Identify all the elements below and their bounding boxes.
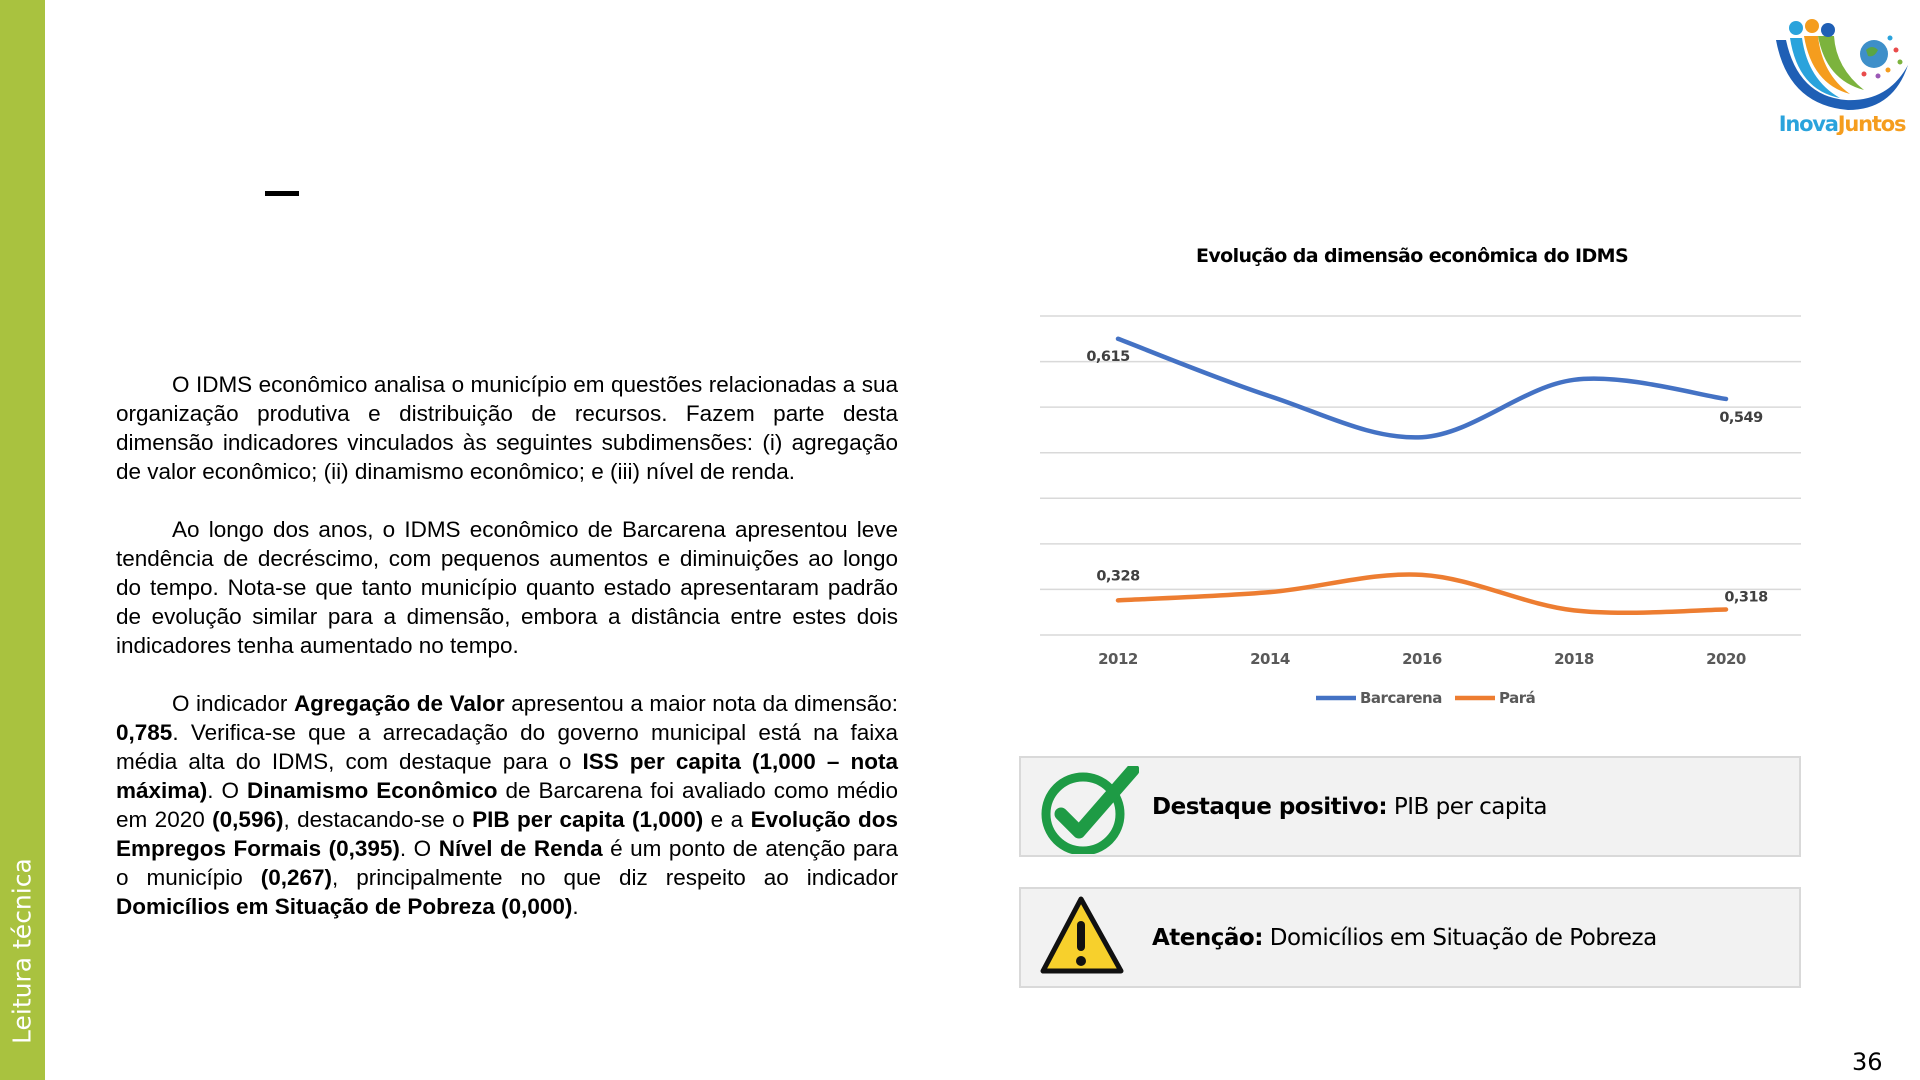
- warning-icon: [1040, 896, 1124, 974]
- data-label: 0,328: [1096, 568, 1140, 584]
- legend-label: Pará: [1499, 689, 1535, 707]
- gridlines: [1040, 315, 1801, 636]
- data-label: 0,615: [1086, 349, 1130, 365]
- body-text: O IDMS econômico analisa o município em …: [116, 370, 898, 950]
- x-tick-label: 2016: [1402, 650, 1442, 668]
- x-axis-ticks: 2012 2014 2016 2018 2020: [1098, 650, 1746, 668]
- data-label: 0,549: [1719, 410, 1763, 426]
- bold-text-run: PIB per capita (1,000): [472, 807, 704, 832]
- check-circle-icon: [1041, 766, 1139, 854]
- text-run: . Verifica-se que a arrecadação do gover…: [116, 720, 898, 774]
- text-run: Ao longo dos anos, o IDMS econômico de B…: [116, 517, 898, 658]
- bold-text-run: ISS per capita (1,000 – nota máxima): [116, 749, 898, 803]
- bold-text-run: 0,785: [116, 720, 173, 745]
- attention-highlight-text: Atenção: Domicílios em Situação de Pobre…: [1152, 889, 1657, 986]
- inovajuntos-logo: InovaJuntos: [1776, 19, 1908, 135]
- attention-label: Atenção:: [1152, 924, 1263, 951]
- bold-text-run: Domicílios em Situação de Pobreza (0,000…: [116, 894, 573, 919]
- series-lines: [1115, 336, 1729, 616]
- text-run: . O: [399, 836, 439, 861]
- data-labels: 0,615 0,549 0,328 0,318: [1086, 349, 1768, 606]
- body-paragraph: Ao longo dos anos, o IDMS econômico de B…: [116, 515, 898, 660]
- data-label: 0,318: [1724, 589, 1768, 605]
- text-run: , destacando-se o: [283, 807, 473, 832]
- body-paragraph: O indicador Agregação de Valor apresento…: [116, 689, 898, 921]
- line-chart: Evolução da dimensão econômica do IDMS 0…: [1040, 245, 1801, 707]
- legend: Barcarena Pará: [1316, 689, 1536, 707]
- text-run: apresentou a maior nota da dimensão:: [504, 691, 898, 716]
- bold-text-run: Dinamismo Econômico: [246, 778, 498, 803]
- title-dash: [265, 191, 299, 196]
- attention-highlight-box: Atenção: Domicílios em Situação de Pobre…: [1019, 887, 1801, 988]
- attention-value: Domicílios em Situação de Pobreza: [1269, 924, 1657, 951]
- series-line-1: [1115, 572, 1729, 616]
- text-run: . O: [207, 778, 247, 803]
- body-paragraph: O IDMS econômico analisa o município em …: [116, 370, 898, 486]
- x-tick-label: 2018: [1554, 650, 1594, 668]
- text-run: de Barcarena foi avaliado como médio em …: [116, 778, 898, 832]
- series-line-0: [1115, 336, 1729, 440]
- text-run: , principalmente no que diz respeito ao …: [332, 865, 899, 890]
- positive-highlight-text: Destaque positivo: PIB per capita: [1152, 758, 1547, 855]
- x-tick-label: 2014: [1250, 650, 1290, 668]
- x-tick-label: 2020: [1706, 650, 1746, 668]
- positive-label: Destaque positivo:: [1152, 793, 1388, 820]
- text-run: O IDMS econômico analisa o município em …: [116, 372, 898, 484]
- legend-label: Barcarena: [1360, 689, 1442, 707]
- bold-text-run: (0,596): [212, 807, 284, 832]
- x-tick-label: 2012: [1098, 650, 1138, 668]
- text-run: .: [572, 894, 579, 919]
- side-bar: Leitura técnica: [0, 0, 45, 1080]
- logo-text: InovaJuntos: [1779, 112, 1906, 135]
- bold-text-run: Evolução dos Empregos Formais (0,395): [116, 807, 899, 861]
- text-run: e a: [703, 807, 751, 832]
- section-label: Leitura técnica: [7, 858, 37, 1044]
- text-run: O indicador: [172, 691, 294, 716]
- positive-value: PIB per capita: [1393, 793, 1548, 820]
- bold-text-run: Agregação de Valor: [293, 691, 505, 716]
- bold-text-run: Nível de Renda: [438, 836, 603, 861]
- chart-title: Evolução da dimensão econômica do IDMS: [1196, 245, 1628, 267]
- page-number: 36: [1852, 1048, 1883, 1076]
- bold-text-run: (0,267): [260, 865, 333, 890]
- text-run: é um ponto de atenção para o município: [116, 836, 898, 890]
- positive-highlight-box: Destaque positivo: PIB per capita: [1019, 756, 1801, 857]
